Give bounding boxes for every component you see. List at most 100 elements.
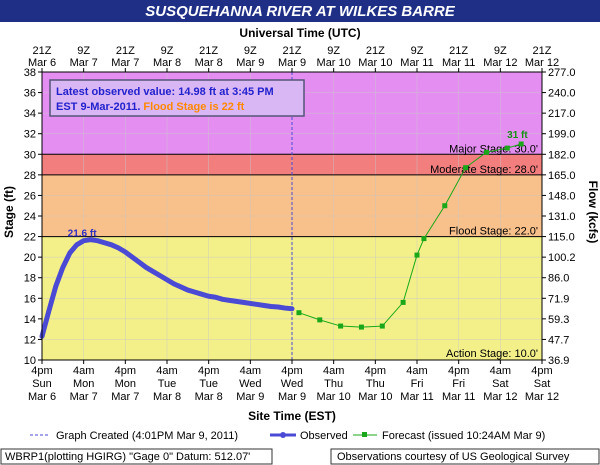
info-line2-date: EST 9-Mar-2011. xyxy=(56,101,140,113)
observed-point xyxy=(143,265,149,270)
x-bottom-day: Sat xyxy=(534,378,551,390)
x-bottom-time: 4pm xyxy=(448,365,469,377)
observed-point xyxy=(81,238,86,243)
forecast-point xyxy=(518,141,524,147)
forecast-point xyxy=(400,299,406,305)
x-top-date: Mar 12 xyxy=(525,57,559,69)
forecast-point xyxy=(358,324,364,330)
x-top-time: 21Z xyxy=(533,45,552,57)
observed-point xyxy=(137,260,142,265)
observed-point xyxy=(178,284,184,290)
observed-point xyxy=(206,294,211,299)
observed-point xyxy=(234,299,239,304)
forecast-point xyxy=(421,236,427,242)
observed-point xyxy=(213,295,218,300)
chart-title: SUSQUEHANNA RIVER AT WILKES BARRE xyxy=(145,3,455,20)
x-bottom-time: 4am xyxy=(156,365,177,377)
observed-point xyxy=(130,254,135,260)
x-top-date: Mar 7 xyxy=(70,57,98,69)
observed-point xyxy=(53,283,59,289)
legend-forecast: Forecast (issued 10:24AM Mar 9) xyxy=(382,430,545,442)
stage-label: Major Stage: 30.0' xyxy=(449,143,538,155)
info-line1: Latest observed value: 14.98 ft at 3:45 … xyxy=(56,86,274,98)
footer: WBRP1(plotting HGIRG) "Gage 0" Datum: 51… xyxy=(0,448,600,465)
y-right-tick-label: 165.0 xyxy=(548,170,576,182)
utc-axis-title: Universal Time (UTC) xyxy=(239,26,360,40)
observed-point xyxy=(199,291,204,297)
observed-point xyxy=(74,242,79,247)
series: 21.6 ft 31 ft xyxy=(39,72,528,360)
x-bottom-date: Mar 7 xyxy=(111,391,139,403)
x-top-time: 9Z xyxy=(494,45,507,57)
y-left-tick-label: 32 xyxy=(24,129,36,141)
forecast-point xyxy=(379,323,385,329)
y-right-tick-label: 277.0 xyxy=(548,67,576,79)
observed-point xyxy=(60,265,66,270)
x-top-date: Mar 8 xyxy=(195,57,223,69)
x-top-date: Mar 7 xyxy=(111,57,139,69)
legend-observed: Observed xyxy=(300,430,348,442)
x-bottom-time: 4am xyxy=(323,365,344,377)
observed-point xyxy=(157,273,163,278)
x-top-date: Mar 11 xyxy=(400,57,433,69)
forecast-point xyxy=(504,145,510,151)
x-bottom-time: 4am xyxy=(406,365,427,377)
forecast-point xyxy=(296,310,302,316)
y-right-tick-label: 199.0 xyxy=(548,129,576,141)
y-right-tick-label: 71.9 xyxy=(548,293,569,305)
x-top-time: 21Z xyxy=(199,45,218,57)
x-top-time: 9Z xyxy=(244,45,257,57)
observed-point xyxy=(123,249,128,255)
y-right-tick-label: 240.0 xyxy=(548,88,576,100)
y-left-tick-label: 12 xyxy=(24,334,36,346)
observed-point xyxy=(220,297,225,302)
forecast-peak-label: 31 ft xyxy=(507,130,528,141)
footer-courtesy: Observations courtesy of US Geological S… xyxy=(337,451,570,463)
forecast-point xyxy=(463,165,469,171)
forecast-point xyxy=(442,203,448,209)
y-right-tick-label: 100.2 xyxy=(548,252,576,264)
x-bottom-day: Sat xyxy=(492,378,509,390)
y-left-tick-label: 16 xyxy=(24,293,36,305)
y-left-tick-label: 18 xyxy=(24,273,36,285)
x-bottom-day: Tue xyxy=(158,378,177,390)
stage-label: Action Stage: 10.0' xyxy=(446,348,538,360)
x-top-date: Mar 10 xyxy=(358,57,392,69)
x-bottom-time: 4am xyxy=(240,365,261,377)
y-right-tick-label: 217.0 xyxy=(548,108,576,120)
info-line2: EST 9-Mar-2011. Flood Stage is 22 ft xyxy=(56,101,245,113)
y-left-tick-label: 36 xyxy=(24,88,36,100)
x-bottom-time: 4pm xyxy=(31,365,52,377)
forecast-point xyxy=(483,149,489,155)
y-right-tick-label: 36.9 xyxy=(548,355,569,367)
y-left-tick-label: 24 xyxy=(24,211,36,223)
observed-point xyxy=(262,303,267,308)
observed-point xyxy=(289,306,295,311)
forecast-point xyxy=(414,252,420,258)
title-bar xyxy=(0,0,600,22)
observed-point xyxy=(102,240,107,245)
x-bottom-date: Mar 12 xyxy=(525,391,559,403)
bottom-axis-title: Site Time (EST) xyxy=(248,409,336,423)
y-right-tick-label: 86.0 xyxy=(548,273,569,285)
x-bottom-date: Mar 11 xyxy=(442,391,475,403)
y-left-tick-label: 34 xyxy=(24,108,36,120)
observed-point xyxy=(164,277,170,282)
x-bottom-time: 4pm xyxy=(531,365,552,377)
legend-observed-marker xyxy=(280,432,286,438)
x-bottom-date: Mar 10 xyxy=(317,391,351,403)
x-bottom-date: Mar 11 xyxy=(400,391,433,403)
x-bottom-time: 4pm xyxy=(281,365,302,377)
x-top-time: 9Z xyxy=(161,45,174,57)
y-right-tick-label: 182.0 xyxy=(548,149,576,161)
x-bottom-date: Mar 8 xyxy=(153,391,181,403)
y-right-tick-label: 47.7 xyxy=(548,334,569,346)
observed-point xyxy=(275,304,281,310)
x-top-date: Mar 8 xyxy=(153,57,181,69)
x-bottom-time: 4am xyxy=(490,365,511,377)
observed-point xyxy=(116,245,121,251)
x-top-date: Mar 9 xyxy=(236,57,264,69)
stage-label: Moderate Stage: 28.0' xyxy=(430,164,538,176)
y-left-tick-label: 26 xyxy=(24,190,36,202)
info-box: Latest observed value: 14.98 ft at 3:45 … xyxy=(49,79,305,117)
